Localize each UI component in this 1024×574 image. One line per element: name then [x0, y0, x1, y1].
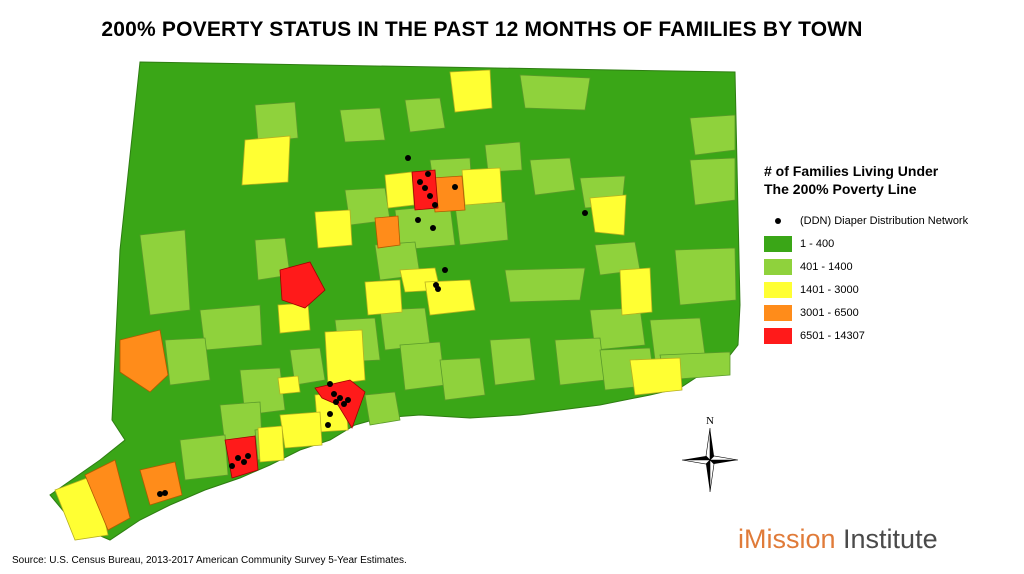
- towns-3001-6500: [84, 175, 466, 531]
- ddn-marker: [235, 455, 241, 461]
- ddn-marker: [337, 395, 343, 401]
- towns-401-1400: [139, 74, 737, 481]
- legend-label: 3001 - 6500: [800, 307, 859, 319]
- legend-swatch: [764, 259, 792, 275]
- ddn-marker: [435, 286, 441, 292]
- ddn-marker: [405, 155, 411, 161]
- legend-label: 1 - 400: [800, 238, 835, 250]
- ddn-marker: [415, 217, 421, 223]
- legend-label: (DDN) Diaper Distribution Network: [800, 215, 969, 227]
- ddn-marker: [422, 185, 428, 191]
- ddn-marker: [327, 381, 333, 387]
- ddn-marker: [241, 459, 247, 465]
- map-legend: # of Families Living Under The 200% Pove…: [764, 162, 994, 348]
- towns-1401-3000: [54, 69, 683, 541]
- ddn-marker: [245, 453, 251, 459]
- brand-part2: Institute: [835, 524, 938, 554]
- ddn-marker: [442, 267, 448, 273]
- map-title: 200% POVERTY STATUS IN THE PAST 12 MONTH…: [101, 18, 863, 41]
- legend-label: 401 - 1400: [800, 261, 853, 273]
- ddn-marker: [157, 491, 163, 497]
- legend-item-class-2: 401 - 1400: [764, 256, 994, 278]
- legend-title: # of Families Living Under The 200% Pove…: [764, 163, 939, 197]
- legend-item-ddn: (DDN) Diaper Distribution Network: [764, 210, 994, 232]
- legend-item-class-5: 6501 - 14307: [764, 325, 994, 347]
- ddn-marker: [430, 225, 436, 231]
- dot-icon: [764, 213, 792, 229]
- source-note: Source: U.S. Census Bureau, 2013-2017 Am…: [12, 555, 407, 566]
- ddn-marker: [425, 171, 431, 177]
- ddn-marker: [432, 202, 438, 208]
- legend-label: 6501 - 14307: [800, 330, 865, 342]
- legend-swatch: [764, 282, 792, 298]
- north-label: N: [706, 415, 714, 427]
- ddn-marker: [417, 179, 423, 185]
- legend-swatch: [764, 328, 792, 344]
- ddn-markers: [157, 155, 588, 497]
- ddn-marker: [345, 397, 351, 403]
- ddn-marker: [427, 193, 433, 199]
- brand-logo: iMission Institute: [738, 524, 938, 555]
- ddn-marker: [327, 411, 333, 417]
- ddn-marker: [452, 184, 458, 190]
- legend-swatch: [764, 305, 792, 321]
- legend-swatch: [764, 236, 792, 252]
- ddn-marker: [341, 401, 347, 407]
- ddn-marker: [333, 399, 339, 405]
- ddn-marker: [229, 463, 235, 469]
- brand-part1: iMission: [738, 524, 836, 554]
- legend-item-class-1: 1 - 400: [764, 233, 994, 255]
- ddn-marker: [582, 210, 588, 216]
- ddn-marker: [162, 490, 168, 496]
- legend-item-class-4: 3001 - 6500: [764, 302, 994, 324]
- legend-item-class-3: 1401 - 3000: [764, 279, 994, 301]
- north-arrow: N: [681, 415, 739, 492]
- legend-label: 1401 - 3000: [800, 284, 859, 296]
- ddn-marker: [325, 422, 331, 428]
- ddn-marker: [331, 391, 337, 397]
